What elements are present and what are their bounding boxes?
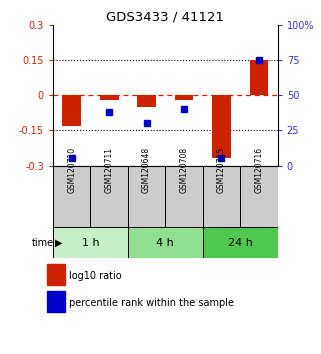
Text: GSM120648: GSM120648 [142,147,151,193]
Bar [165,166,203,228]
Text: percentile rank within the sample: percentile rank within the sample [69,298,234,308]
Bar [100,95,118,100]
Bar [62,95,81,126]
Text: GSM120711: GSM120711 [105,147,114,193]
Text: GSM120715: GSM120715 [217,147,226,193]
Text: GSM120710: GSM120710 [67,147,76,193]
Text: 1 h: 1 h [82,238,99,248]
Text: GSM120708: GSM120708 [179,147,188,193]
Text: time: time [31,238,54,248]
Bar [137,95,156,107]
Title: GDS3433 / 41121: GDS3433 / 41121 [106,11,224,24]
Bar [240,166,278,228]
Text: ▶: ▶ [55,238,62,248]
Text: 4 h: 4 h [156,238,174,248]
Bar [53,166,91,228]
Bar [128,166,165,228]
Bar [212,95,231,159]
Text: GSM120716: GSM120716 [255,147,264,193]
Bar [203,228,278,258]
Bar [91,166,128,228]
Text: 24 h: 24 h [228,238,253,248]
Bar [175,95,193,100]
Text: log10 ratio: log10 ratio [69,271,122,281]
Bar [128,228,203,258]
Bar [250,60,268,95]
Bar [53,228,128,258]
Bar [203,166,240,228]
